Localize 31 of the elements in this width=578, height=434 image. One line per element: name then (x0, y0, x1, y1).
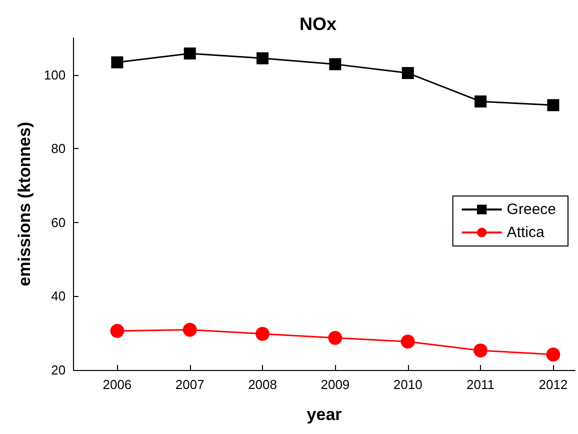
y-tick-label: 20 (51, 362, 66, 378)
point (329, 58, 342, 70)
x-tick-label: 2011 (466, 377, 495, 392)
y-tick-label: 40 (51, 288, 66, 304)
x-tick-label: 2006 (102, 377, 132, 392)
point (328, 330, 342, 345)
point (110, 324, 124, 338)
point (547, 99, 560, 112)
legend-label: Attica (506, 224, 545, 241)
point (402, 67, 414, 80)
x-axis-title: year (306, 405, 342, 424)
point (546, 348, 560, 362)
legend-label: Greece (506, 201, 556, 218)
y-axis-title: emissions (ktonnes) (15, 122, 34, 286)
point (474, 95, 487, 108)
point (184, 47, 196, 60)
point (256, 52, 269, 64)
x-tick-label: 2010 (393, 377, 422, 392)
y-tick-label: 60 (51, 214, 66, 230)
y-tick-label: 80 (51, 141, 66, 156)
x-tick-label: 2008 (248, 377, 277, 392)
point (182, 322, 197, 337)
point (111, 56, 124, 68)
y-tick-label: 100 (44, 67, 66, 82)
chart-title: NOx (299, 14, 337, 34)
x-tick-label: 2007 (175, 377, 204, 392)
x-tick-label: 2012 (538, 377, 568, 392)
point (400, 334, 415, 349)
point (474, 343, 488, 358)
point (256, 326, 270, 341)
x-tick-label: 2009 (320, 377, 350, 392)
